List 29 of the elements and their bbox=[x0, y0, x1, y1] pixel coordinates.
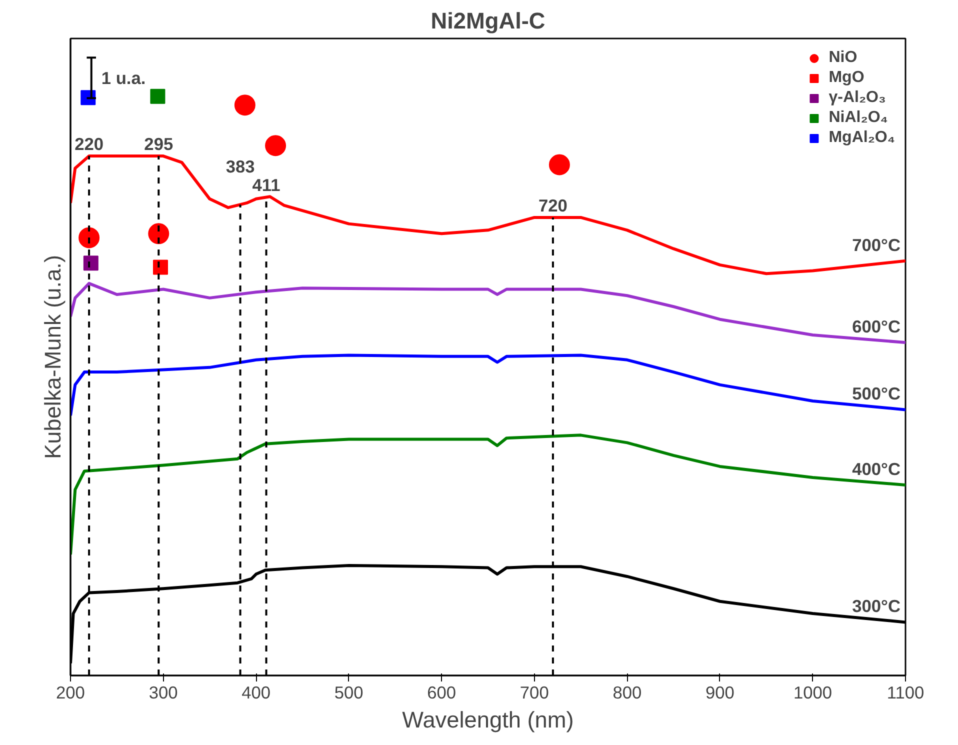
x-tick-label: 300 bbox=[148, 682, 178, 702]
legend-label: NiAl₂O₄ bbox=[828, 109, 888, 127]
ref-line-label: 295 bbox=[144, 134, 174, 154]
x-tick-label: 500 bbox=[334, 682, 364, 702]
legend-label: MgO bbox=[828, 69, 864, 87]
series-label: 300°C bbox=[852, 596, 901, 616]
series-label: 500°C bbox=[852, 384, 901, 404]
chart-title: Ni2MgAl-C bbox=[430, 8, 546, 34]
text: 1 u.a. bbox=[101, 68, 146, 88]
x-tick-label: 1100 bbox=[886, 682, 924, 702]
series-label: 400°C bbox=[852, 458, 901, 479]
ref-line-label: 220 bbox=[74, 134, 104, 154]
ref-line-label: 411 bbox=[252, 175, 281, 196]
x-tick-label: 700 bbox=[520, 682, 549, 702]
legend-label: NiO bbox=[828, 49, 858, 67]
series-label: 700°C bbox=[852, 234, 901, 255]
series-label: 600°C bbox=[852, 316, 901, 337]
x-tick-label: 600 bbox=[427, 682, 456, 702]
legend-label: γ-Al₂O₃ bbox=[828, 89, 886, 107]
y-axis-title: Kubelka-Munk (u.a.) bbox=[40, 254, 66, 459]
x-tick-label: 900 bbox=[705, 682, 734, 702]
ref-line-label: 383 bbox=[226, 156, 256, 177]
x-tick-label: 400 bbox=[242, 682, 271, 702]
x-axis-title: Wavelength (nm) bbox=[402, 706, 574, 732]
legend-label: MgAl₂O₄ bbox=[828, 129, 895, 147]
ref-line-label: 720 bbox=[538, 195, 568, 216]
x-tick-label: 1000 bbox=[793, 682, 832, 702]
x-tick-label: 200 bbox=[56, 682, 85, 702]
x-tick-label: 800 bbox=[612, 682, 642, 702]
